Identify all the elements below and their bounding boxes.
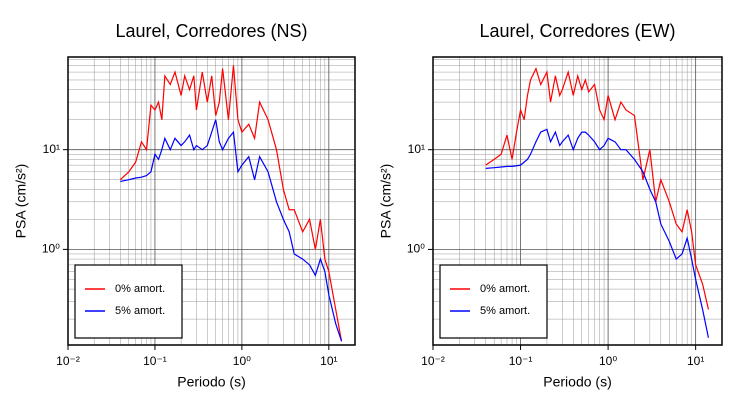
y-tick-label: 10¹ (408, 142, 425, 156)
legend-label: 0% amort. (115, 283, 165, 295)
legend-label: 0% amort. (480, 283, 530, 295)
y-axis-label: PSA (cm/s²) (13, 164, 29, 239)
x-axis-label: Periodo (s) (177, 374, 245, 390)
legend-label: 5% amort. (480, 305, 530, 317)
series-line (119, 65, 343, 342)
y-tick-label: 10⁰ (42, 242, 60, 256)
x-tick-label: 10⁻¹ (143, 354, 167, 368)
x-tick-label: 10¹ (320, 354, 337, 368)
series-line (485, 66, 710, 310)
x-axis-label: Periodo (s) (543, 374, 611, 390)
x-tick-label: 10⁻¹ (509, 354, 533, 368)
chart-title: Laurel, Corredores (NS) (115, 21, 307, 41)
x-tick-label: 10⁰ (233, 354, 251, 368)
y-axis-label: PSA (cm/s²) (378, 164, 394, 239)
y-tick-label: 10⁰ (407, 242, 425, 256)
x-tick-label: 10⁻² (421, 354, 445, 368)
x-tick-label: 10¹ (687, 354, 704, 368)
series-line (120, 119, 343, 342)
plot-frame (432, 56, 723, 346)
y-tick-label: 10¹ (43, 142, 60, 156)
series-line (485, 128, 710, 338)
legend-box (439, 264, 548, 339)
legend-label: 5% amort. (115, 305, 165, 317)
x-tick-label: 10⁻² (56, 354, 80, 368)
x-tick-label: 10⁰ (599, 354, 617, 368)
plot-frame (67, 56, 356, 346)
legend-box (74, 264, 183, 339)
chart-title: Laurel, Corredores (EW) (479, 21, 675, 41)
